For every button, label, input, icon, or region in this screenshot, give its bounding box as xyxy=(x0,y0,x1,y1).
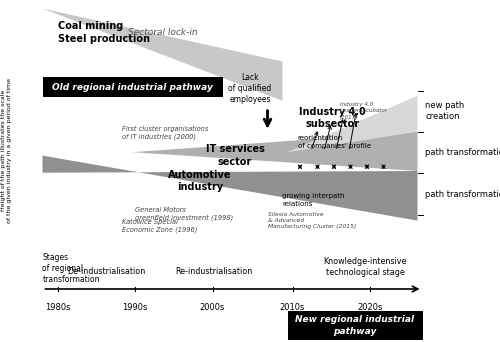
Text: Stages
of regional
transformation: Stages of regional transformation xyxy=(42,253,100,284)
FancyBboxPatch shape xyxy=(288,311,422,340)
Text: Katowice Special
Economic Zone (1996): Katowice Special Economic Zone (1996) xyxy=(122,219,198,233)
Text: De-industrialisation: De-industrialisation xyxy=(67,267,146,276)
Text: path transformation: path transformation xyxy=(425,189,500,199)
Text: Height of the path illustrates the scale
of the given industry in a given period: Height of the path illustrates the scale… xyxy=(1,78,12,223)
Polygon shape xyxy=(42,156,418,221)
Text: IT services
sector: IT services sector xyxy=(206,144,264,167)
Text: First cluster organisations
of IT industries (2000): First cluster organisations of IT indust… xyxy=(122,126,209,140)
FancyBboxPatch shape xyxy=(42,77,222,97)
Text: Knowledge-intensive
technological stage: Knowledge-intensive technological stage xyxy=(323,257,407,277)
Text: Old regional industrial pathway: Old regional industrial pathway xyxy=(52,83,213,92)
Text: 2020s: 2020s xyxy=(358,303,382,312)
Text: Re-industrialisation: Re-industrialisation xyxy=(175,267,252,276)
Text: reorientation
of companies' profile: reorientation of companies' profile xyxy=(298,135,370,149)
Text: 2010s: 2010s xyxy=(280,303,305,312)
Text: Coal mining
Steel production: Coal mining Steel production xyxy=(58,21,150,44)
Text: Industry 4.0
Leader Incubator
(2017): Industry 4.0 Leader Incubator (2017) xyxy=(340,102,387,120)
Text: Sectoral lock-in: Sectoral lock-in xyxy=(128,28,197,37)
Text: Lack
of qualified
employees: Lack of qualified employees xyxy=(228,73,272,104)
Polygon shape xyxy=(132,132,418,171)
Polygon shape xyxy=(288,96,418,152)
Text: Industry 4.0
subsector: Industry 4.0 subsector xyxy=(299,107,366,129)
Text: path transformation: path transformation xyxy=(425,148,500,157)
Text: growing interpath
relations: growing interpath relations xyxy=(282,193,345,207)
Text: new path
creation: new path creation xyxy=(425,101,464,121)
Text: General Motors
greenfield investment (1998): General Motors greenfield investment (19… xyxy=(135,207,233,221)
Polygon shape xyxy=(42,9,282,101)
Text: 2000s: 2000s xyxy=(200,303,225,312)
Text: 1980s: 1980s xyxy=(45,303,70,312)
Text: 1990s: 1990s xyxy=(122,303,148,312)
Text: Silesia Automotive
& Advanced
Manufacturing Cluster (2015): Silesia Automotive & Advanced Manufactur… xyxy=(268,212,356,229)
Text: Automotive
industry: Automotive industry xyxy=(168,170,232,193)
Text: New regional industrial
pathway: New regional industrial pathway xyxy=(296,315,414,336)
